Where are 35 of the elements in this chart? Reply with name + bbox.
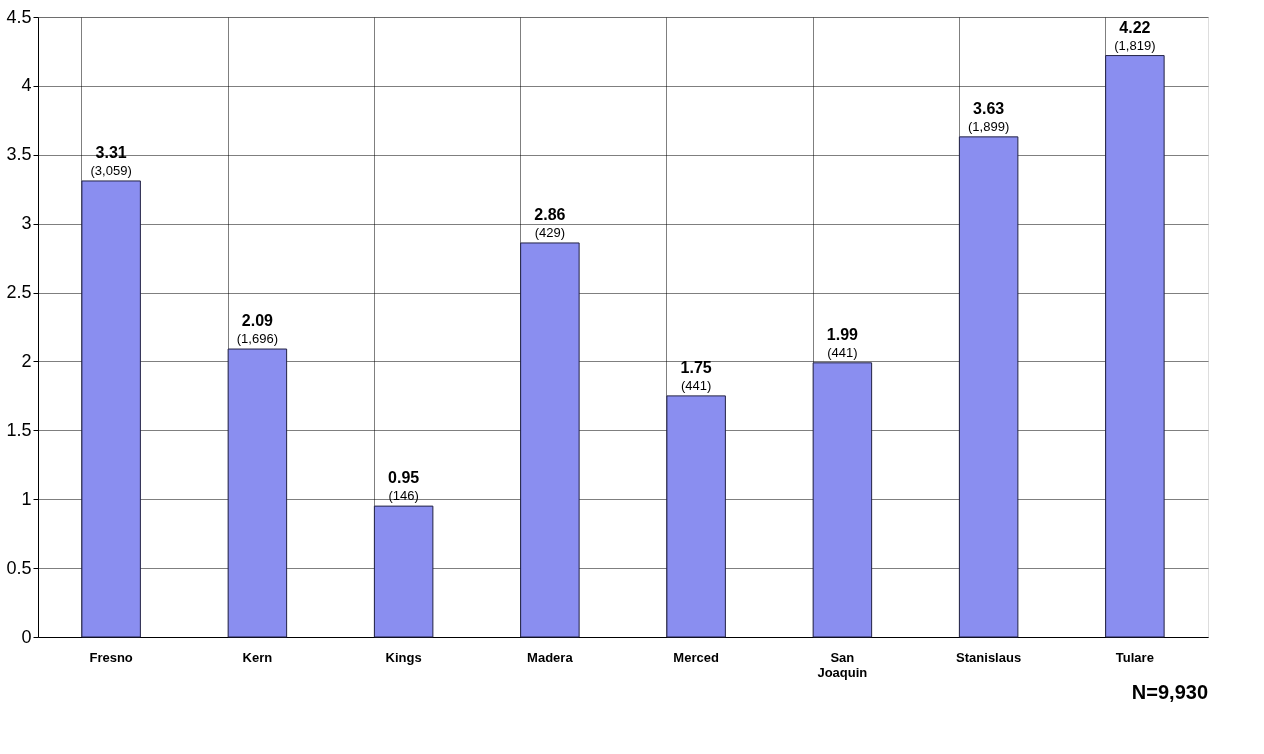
x-tick-label: Fresno xyxy=(89,649,133,665)
y-tick-label: 1.5 xyxy=(6,419,32,440)
x-tick-label: Tulare xyxy=(1115,649,1154,665)
annotation: (429) xyxy=(534,224,566,240)
data-label: 4.22 xyxy=(1119,18,1151,36)
y-tick-label: 0.5 xyxy=(6,557,32,578)
x-tick-label: San Joaquin xyxy=(817,649,868,680)
data-label: 3.63 xyxy=(973,99,1005,117)
x-tick-label: Merced xyxy=(673,649,719,665)
data-label: 2.86 xyxy=(534,205,566,223)
y-tick-label: 3 xyxy=(21,213,32,234)
annotation: (1,899) xyxy=(968,118,1010,134)
data-label: 3.31 xyxy=(95,143,127,161)
text: N=9,930 xyxy=(1131,681,1208,703)
y-tick-label: 0 xyxy=(21,626,32,647)
data-label: 0.95 xyxy=(388,469,420,487)
annotation: (3,059) xyxy=(90,162,132,178)
data-label: 2.09 xyxy=(241,312,274,330)
annotation: (1,819) xyxy=(1114,37,1156,53)
y-tick-label: 4 xyxy=(21,75,32,96)
x-tick-label: Stanislaus xyxy=(956,649,1022,665)
annotation: (441) xyxy=(680,377,712,393)
y-tick-label: 3.5 xyxy=(6,144,32,165)
y-tick-label: 2 xyxy=(21,350,32,371)
y-tick-label: 4.5 xyxy=(6,6,32,27)
data-label: 1.99 xyxy=(826,325,859,343)
annotation: (441) xyxy=(827,344,858,360)
annotation: (1,696) xyxy=(236,331,278,347)
x-tick-label: Madera xyxy=(527,649,574,665)
x-tick-label: Kern xyxy=(242,649,273,665)
y-tick-label: 1 xyxy=(21,488,32,509)
x-tick-label: Kings xyxy=(385,649,422,665)
data-label: 1.75 xyxy=(680,358,712,376)
y-tick-label: 2.5 xyxy=(6,282,32,303)
annotation: (146) xyxy=(388,488,419,504)
